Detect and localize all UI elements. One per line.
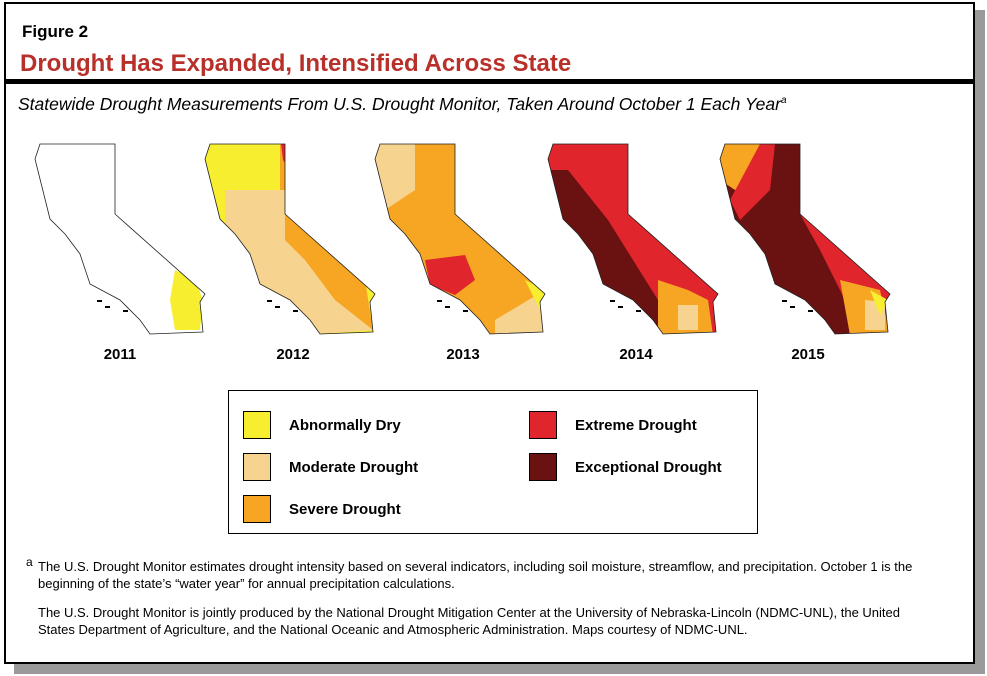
- drought-area: [205, 144, 235, 180]
- map-year-label: 2015: [791, 346, 825, 363]
- drought-area: [425, 255, 475, 295]
- map-year-label: 2011: [103, 346, 137, 363]
- channel-island: [790, 306, 795, 308]
- footnote-marker: a: [780, 95, 787, 107]
- california-drought-map: [719, 143, 891, 335]
- drought-area: [375, 144, 415, 210]
- footnote-text: The U.S. Drought Monitor estimates droug…: [38, 559, 913, 591]
- subtitle-text: Statewide Drought Measurements From U.S.…: [18, 94, 781, 114]
- legend-item-extreme-drought: Extreme Drought: [529, 411, 697, 439]
- channel-island: [123, 310, 128, 312]
- legend-item-severe-drought: Severe Drought: [243, 495, 401, 523]
- map-year-label: 2012: [276, 346, 310, 363]
- legend-label: Abnormally Dry: [289, 416, 401, 434]
- footnote-marker: a: [26, 555, 33, 569]
- legend-label: Extreme Drought: [575, 416, 697, 434]
- legend-item-moderate-drought: Moderate Drought: [243, 453, 418, 481]
- legend-swatch: [243, 453, 271, 481]
- channel-island: [267, 300, 272, 302]
- legend-swatch: [243, 411, 271, 439]
- channel-island: [618, 306, 623, 308]
- california-drought-map: [374, 143, 546, 335]
- drought-area: [285, 214, 373, 330]
- figure-title: Drought Has Expanded, Intensified Across…: [20, 50, 572, 77]
- channel-island: [463, 310, 468, 312]
- legend-item-exceptional-drought: Exceptional Drought: [529, 453, 722, 481]
- california-drought-map: [204, 143, 376, 335]
- legend-label: Moderate Drought: [289, 458, 419, 476]
- channel-island: [275, 306, 280, 308]
- figure-subtitle: Statewide Drought Measurements From U.S.…: [18, 94, 787, 115]
- figure-label: Figure 2: [22, 22, 89, 41]
- source-note: The U.S. Drought Monitor is jointly prod…: [38, 605, 900, 637]
- state-outline: [719, 143, 891, 335]
- legend-item-abnormally-dry: Abnormally Dry: [243, 411, 401, 439]
- channel-island: [610, 300, 615, 302]
- state-outline: [547, 143, 719, 335]
- legend-label: Severe Drought: [289, 500, 401, 518]
- channel-island: [808, 310, 813, 312]
- drought-area: [170, 270, 203, 330]
- channel-island: [636, 310, 641, 312]
- channel-island: [97, 300, 102, 302]
- drought-maps: [34, 143, 891, 335]
- channel-island: [782, 300, 787, 302]
- map-year-label: 2013: [446, 346, 480, 363]
- channel-island: [437, 300, 442, 302]
- drought-area: [225, 190, 375, 334]
- map-year-label: 2014: [619, 346, 653, 363]
- legend: Abnormally Dry Moderate Drought Severe D…: [228, 390, 758, 534]
- state-outline: [374, 143, 546, 335]
- legend-swatch: [529, 453, 557, 481]
- channel-island: [105, 306, 110, 308]
- legend-label: Exceptional Drought: [575, 458, 722, 476]
- drought-area: [495, 290, 545, 334]
- channel-island: [445, 306, 450, 308]
- state-outline: [34, 143, 206, 335]
- channel-island: [293, 310, 298, 312]
- state-outline: [204, 143, 376, 335]
- legend-swatch: [529, 411, 557, 439]
- drought-area: [870, 290, 888, 315]
- legend-swatch: [243, 495, 271, 523]
- footnote-a: a The U.S. Drought Monitor estimates drou…: [26, 555, 938, 592]
- california-drought-map: [547, 143, 719, 335]
- drought-area: [678, 305, 698, 330]
- title-divider: [6, 79, 973, 84]
- california-drought-map: [34, 143, 206, 335]
- drought-area: [730, 144, 775, 220]
